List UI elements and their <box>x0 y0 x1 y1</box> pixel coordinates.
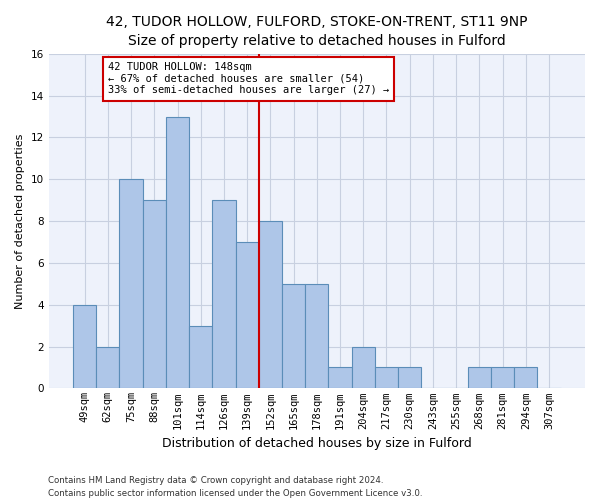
Bar <box>282 284 305 389</box>
Bar <box>491 368 514 388</box>
Bar <box>259 221 282 388</box>
X-axis label: Distribution of detached houses by size in Fulford: Distribution of detached houses by size … <box>162 437 472 450</box>
Bar <box>328 368 352 388</box>
Bar <box>143 200 166 388</box>
Bar <box>468 368 491 388</box>
Title: 42, TUDOR HOLLOW, FULFORD, STOKE-ON-TRENT, ST11 9NP
Size of property relative to: 42, TUDOR HOLLOW, FULFORD, STOKE-ON-TREN… <box>106 15 527 48</box>
Bar <box>398 368 421 388</box>
Bar <box>166 116 189 388</box>
Bar <box>119 180 143 388</box>
Bar <box>514 368 538 388</box>
Bar <box>375 368 398 388</box>
Bar <box>73 304 96 388</box>
Bar <box>352 346 375 389</box>
Bar <box>96 346 119 389</box>
Bar <box>305 284 328 389</box>
Y-axis label: Number of detached properties: Number of detached properties <box>15 134 25 309</box>
Text: Contains HM Land Registry data © Crown copyright and database right 2024.
Contai: Contains HM Land Registry data © Crown c… <box>48 476 422 498</box>
Bar <box>212 200 236 388</box>
Text: 42 TUDOR HOLLOW: 148sqm
← 67% of detached houses are smaller (54)
33% of semi-de: 42 TUDOR HOLLOW: 148sqm ← 67% of detache… <box>108 62 389 96</box>
Bar <box>189 326 212 388</box>
Bar <box>236 242 259 388</box>
